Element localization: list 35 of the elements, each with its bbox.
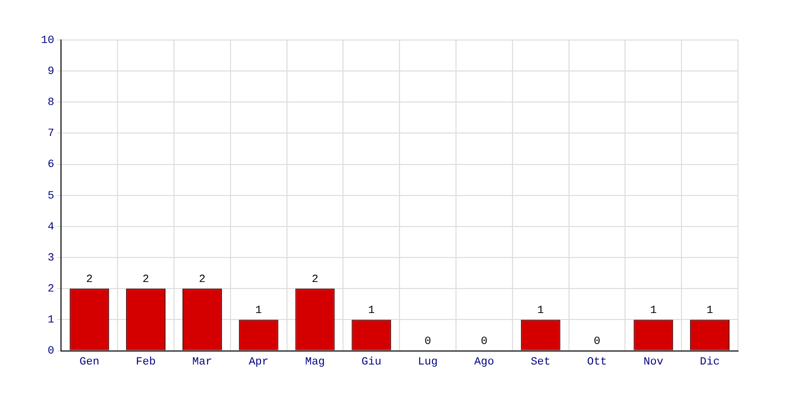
- y-tick-label: 0: [48, 346, 54, 358]
- y-tick-label: 2: [48, 284, 54, 296]
- y-tick-label: 10: [41, 34, 54, 47]
- y-tick-label: 3: [48, 252, 54, 264]
- data-label: 1: [537, 305, 544, 318]
- data-label: 1: [650, 305, 658, 318]
- x-tick-label: Mag: [305, 356, 325, 368]
- data-label: 2: [198, 274, 206, 286]
- y-tick-label: 6: [48, 159, 54, 172]
- y-tick-label: 7: [48, 128, 54, 140]
- data-label: 2: [142, 274, 150, 286]
- x-tick-label: Mar: [192, 356, 212, 368]
- y-tick-label: 5: [48, 190, 54, 202]
- data-label: 1: [255, 305, 262, 318]
- x-tick-label: Ago: [474, 356, 494, 368]
- x-tick-label: Ott: [587, 356, 607, 368]
- x-tick-label: Feb: [136, 356, 156, 368]
- data-label: 2: [312, 274, 318, 286]
- data-label: 2: [86, 274, 93, 286]
- data-label: 0: [594, 336, 600, 348]
- data-label: 0: [424, 336, 432, 348]
- x-tick-label: Dic: [700, 356, 720, 368]
- y-tick-label: 9: [48, 66, 54, 78]
- x-tick-label: Gen: [79, 356, 100, 368]
- x-tick-label: Giu: [361, 356, 382, 368]
- data-label: 0: [480, 336, 488, 348]
- x-tick-label: Lug: [418, 356, 438, 368]
- y-tick-label: 4: [48, 221, 55, 234]
- x-tick-label: Apr: [248, 356, 269, 368]
- x-tick-label: Set: [530, 356, 551, 368]
- data-label: 1: [706, 305, 714, 318]
- data-label: 1: [368, 305, 376, 318]
- y-tick-label: 8: [48, 97, 54, 110]
- y-tick-label: 1: [48, 314, 55, 327]
- x-tick-label: Nov: [643, 356, 664, 368]
